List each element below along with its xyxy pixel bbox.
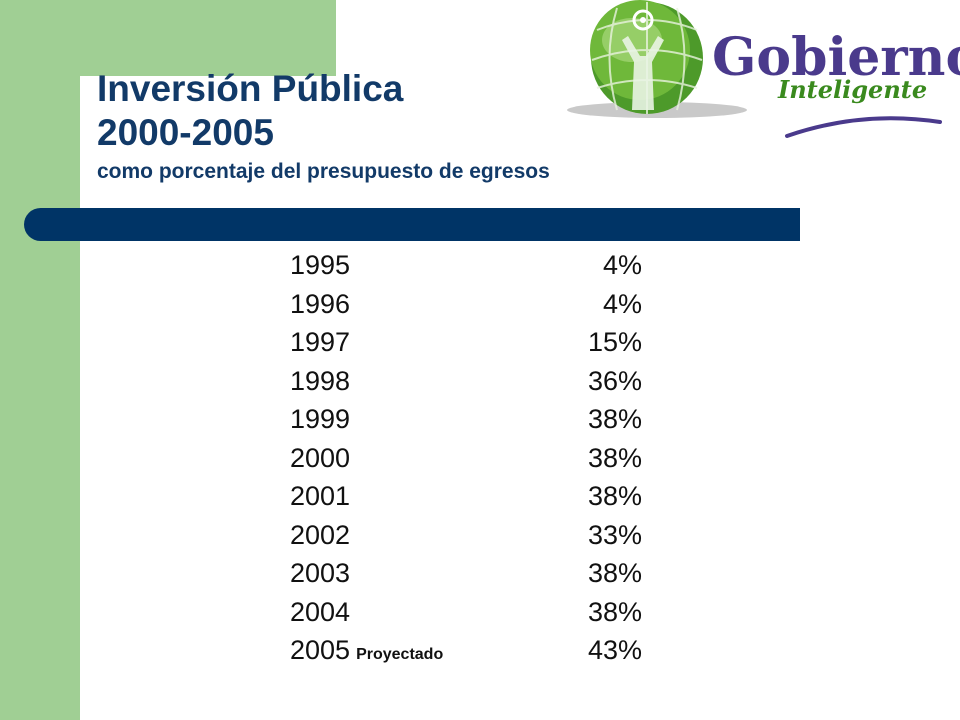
year-label: 2000 xyxy=(290,442,351,473)
year-cell: 2004 xyxy=(290,597,350,628)
year-cell: 2002 xyxy=(290,520,350,551)
people-figure-icon xyxy=(622,36,664,110)
content-panel xyxy=(80,76,960,720)
year-label: 2005 xyxy=(290,635,351,665)
percentage-cell: 38% xyxy=(587,558,642,588)
year-cell: 1997 xyxy=(290,327,350,358)
year-label: 1996 xyxy=(290,288,351,319)
percentage-cell: 33% xyxy=(587,519,642,550)
table-row: 1999 38% xyxy=(290,402,650,441)
percentage-cell: 43% xyxy=(587,635,642,665)
year-cell: 2001 xyxy=(290,481,350,512)
table-row: 1995 4% xyxy=(290,248,650,287)
page-subtitle: como porcentaje del presupuesto de egres… xyxy=(97,160,550,183)
percentage-cell: 36% xyxy=(587,365,642,396)
percentage-cell: 38% xyxy=(587,481,642,511)
table-row: 2001 38% xyxy=(290,479,650,518)
logo-swoosh xyxy=(785,116,942,138)
investment-table: 1995 4% 1996 4% 1997 15% 1998 36% 1999 38% 2000 38%… xyxy=(290,248,650,672)
percentage-cell: 15% xyxy=(587,327,642,357)
year-cell: 2003 xyxy=(290,558,350,589)
year-label: 2004 xyxy=(290,596,351,627)
percentage-cell: 4% xyxy=(602,288,642,319)
gear-icon xyxy=(632,9,654,31)
year-cell: 2005 Proyectado xyxy=(290,635,443,666)
page-title-years: 2000-2005 xyxy=(97,112,274,153)
table-row: 1998 36% xyxy=(290,364,650,403)
year-note: Proyectado xyxy=(356,646,444,663)
year-cell: 1995 xyxy=(290,250,350,281)
page-title: Inversión Pública xyxy=(97,68,404,109)
percentage-cell: 38% xyxy=(587,404,642,434)
year-label: 1998 xyxy=(290,365,351,396)
percentage-cell: 4% xyxy=(602,250,642,280)
percentage-cell: 38% xyxy=(587,442,642,473)
year-label: 1997 xyxy=(290,327,351,357)
gobierno-inteligente-logo: Gobierno Inteligente xyxy=(567,0,960,138)
year-label: 2003 xyxy=(290,558,351,588)
year-label: 2001 xyxy=(290,481,351,511)
year-label: 1995 xyxy=(290,250,351,280)
table-row: 1996 4% xyxy=(290,287,650,326)
logo-wordmark: Gobierno xyxy=(712,27,960,88)
green-side-band xyxy=(0,0,80,720)
table-row: 2004 38% xyxy=(290,595,650,634)
year-label: 1999 xyxy=(290,404,351,434)
table-row: 2000 38% xyxy=(290,441,650,480)
header-divider-bar xyxy=(24,208,800,241)
table-row: 2005 Proyectado 43% xyxy=(290,633,650,672)
logo-tagline: Inteligente xyxy=(777,75,927,104)
year-cell: 1999 xyxy=(290,404,350,435)
year-cell: 1996 xyxy=(290,289,350,320)
year-cell: 1998 xyxy=(290,366,350,397)
year-label: 2002 xyxy=(290,519,351,550)
green-top-band xyxy=(0,0,336,76)
table-row: 2002 33% xyxy=(290,518,650,557)
table-row: 1997 15% xyxy=(290,325,650,364)
percentage-cell: 38% xyxy=(587,596,642,627)
table-row: 2003 38% xyxy=(290,556,650,595)
year-cell: 2000 xyxy=(290,443,350,474)
